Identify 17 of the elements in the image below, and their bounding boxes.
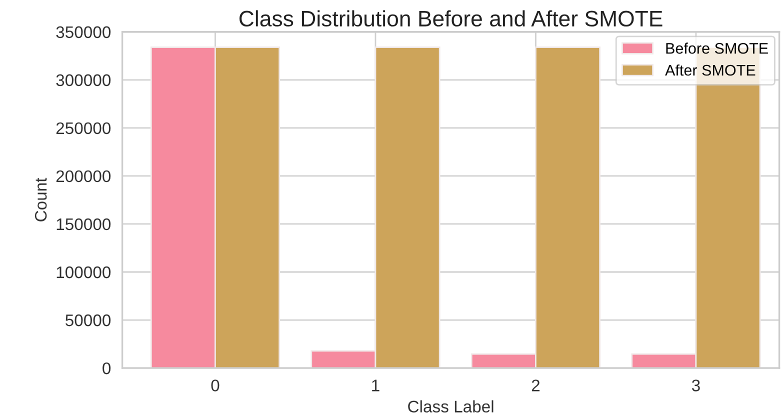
y-tick-label: 350000 bbox=[56, 26, 111, 38]
chart-title: Class Distribution Before and After SMOTE bbox=[240, 10, 662, 27]
y-tick-label: 150000 bbox=[56, 218, 111, 230]
y-axis-title: Count bbox=[34, 178, 47, 222]
y-tick-label: 250000 bbox=[56, 122, 111, 134]
y-tick-label: 200000 bbox=[56, 170, 111, 182]
y-tick-label: 0 bbox=[102, 362, 111, 374]
x-tick-label: 3 bbox=[692, 380, 700, 392]
legend-label: After SMOTE bbox=[665, 64, 756, 76]
y-tick-label: 50000 bbox=[66, 314, 111, 326]
x-axis-title: Class Label bbox=[408, 400, 494, 412]
x-tick-label: 2 bbox=[532, 380, 540, 392]
y-tick-label: 100000 bbox=[56, 266, 111, 278]
legend-label: Before SMOTE bbox=[666, 42, 768, 54]
x-tick-label: 1 bbox=[372, 380, 380, 392]
y-tick-label: 300000 bbox=[56, 74, 111, 86]
x-tick-label: 0 bbox=[211, 380, 220, 392]
